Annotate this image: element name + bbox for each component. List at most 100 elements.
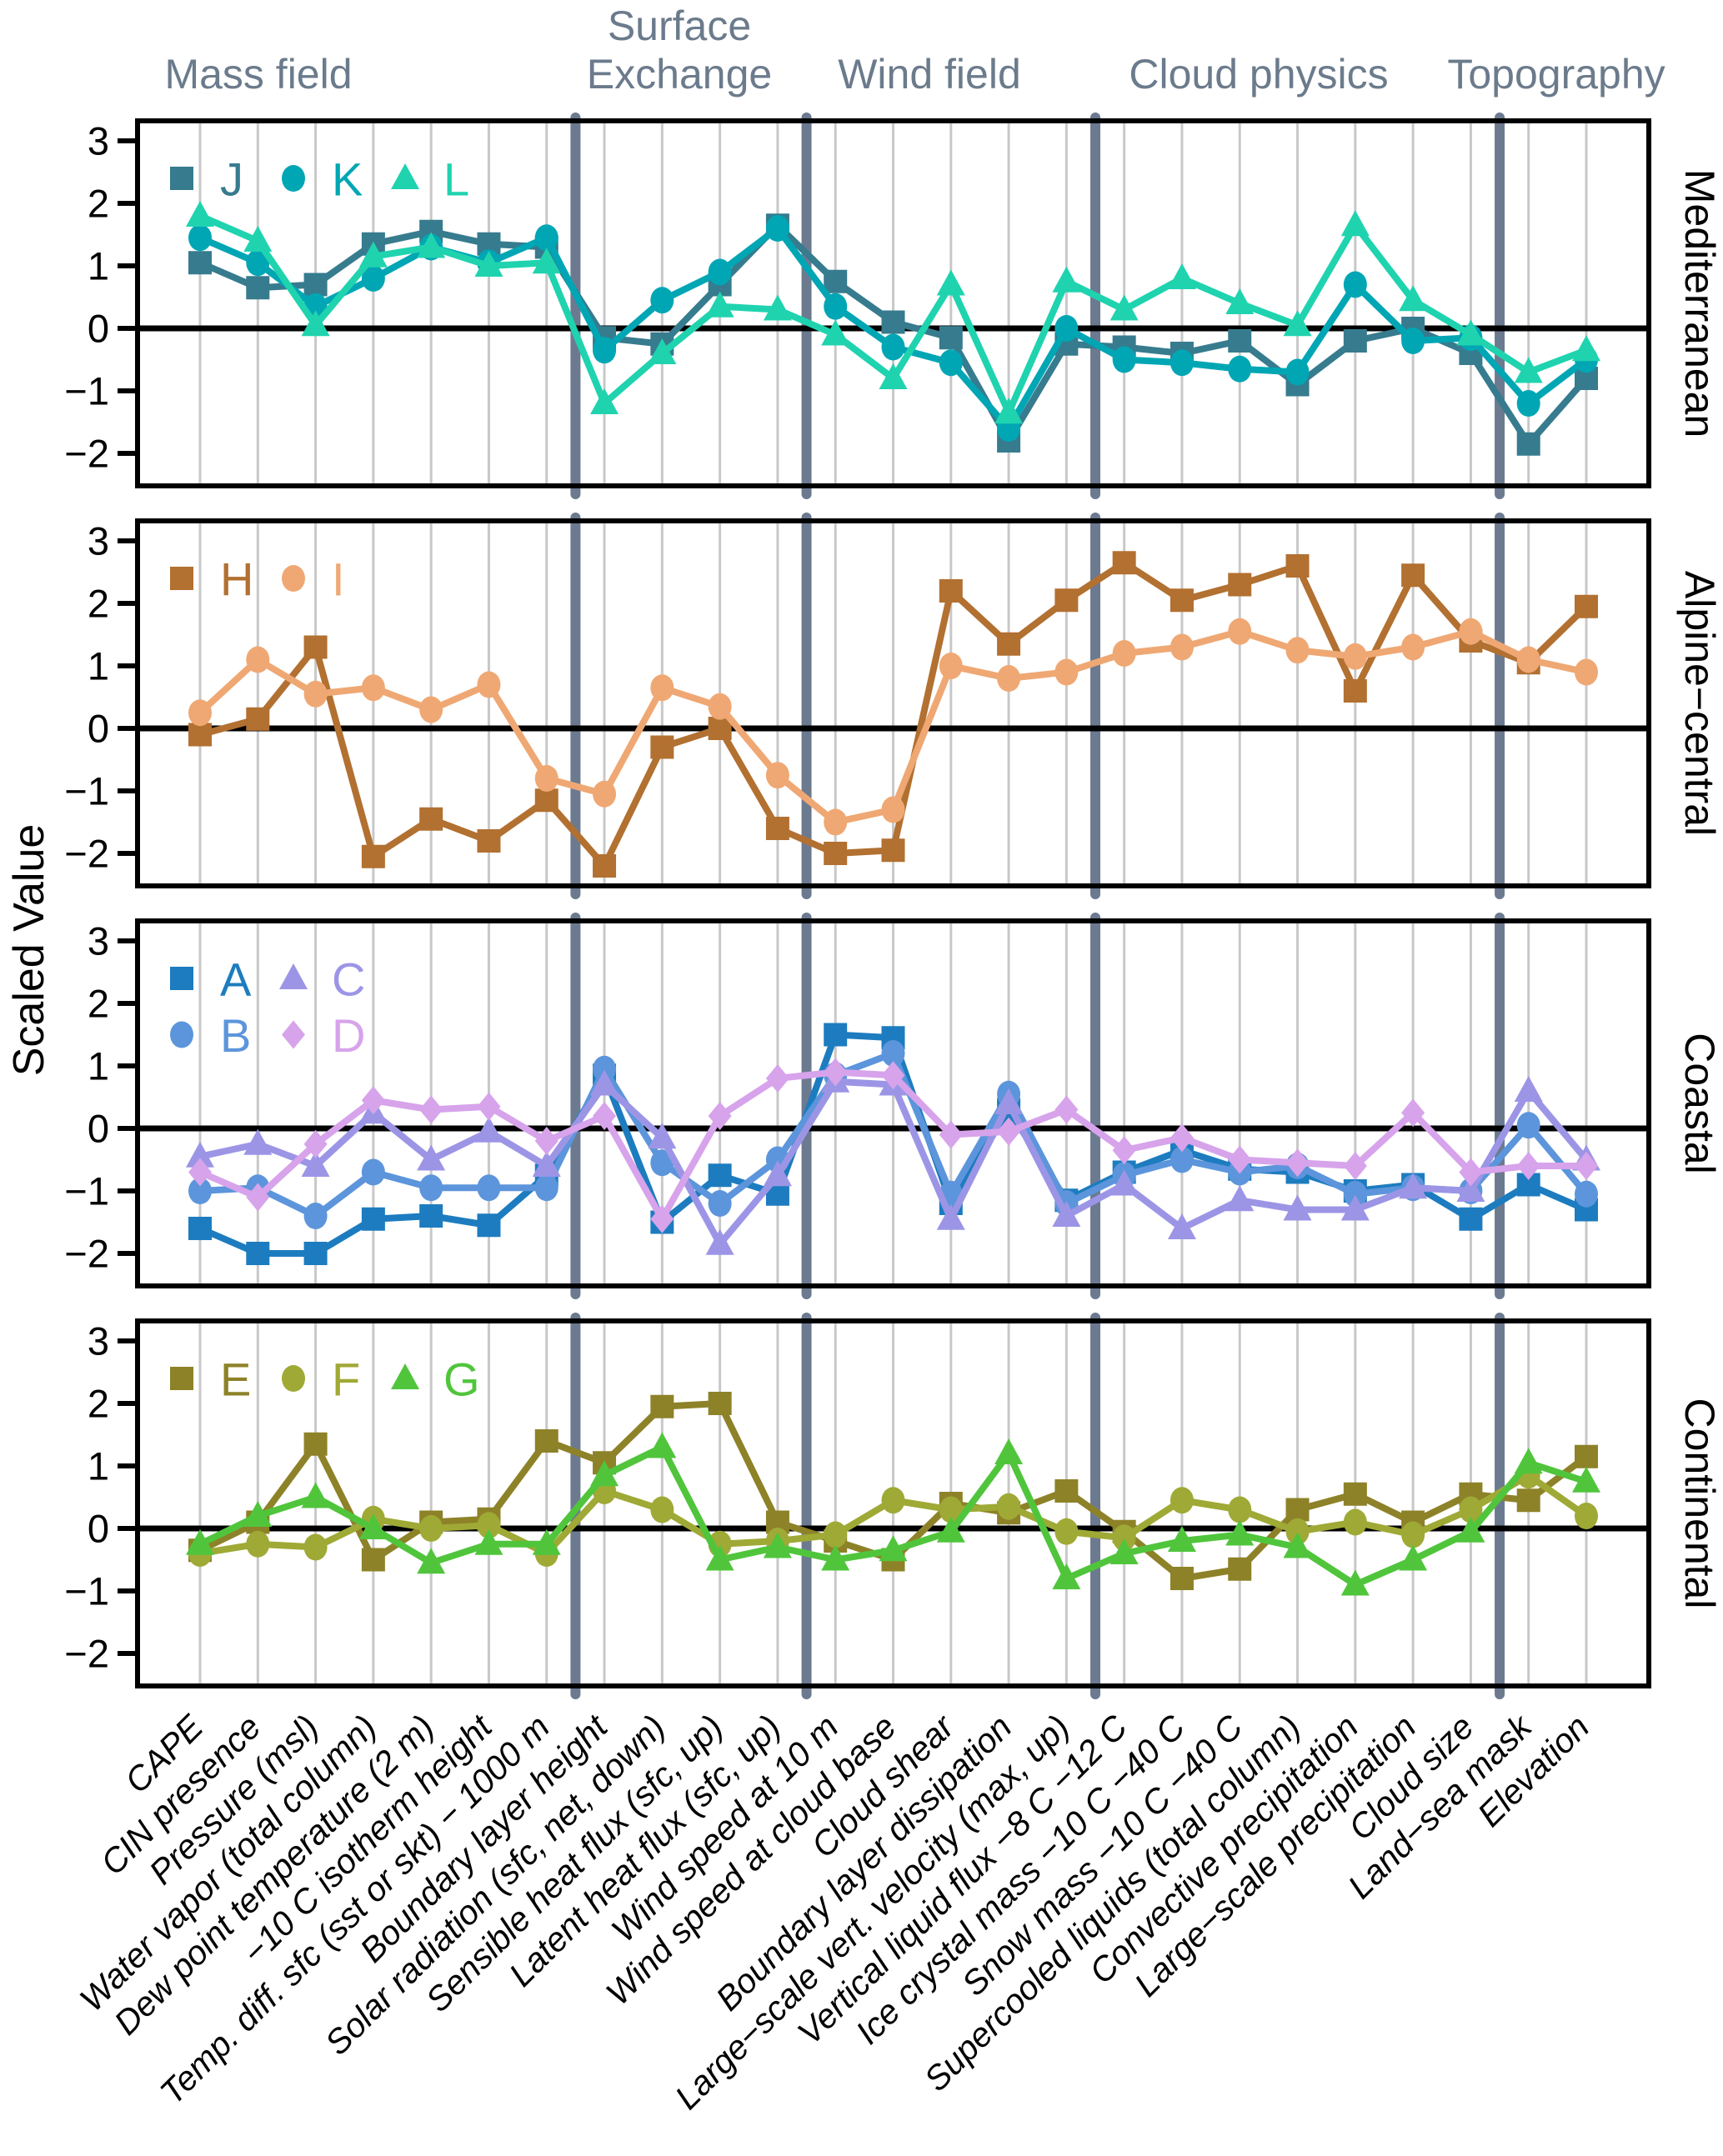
point-F-14: [997, 1493, 1021, 1520]
y-tick-label: −2: [64, 831, 109, 875]
point-H-1: [246, 707, 270, 731]
point-L-11: [821, 319, 850, 346]
point-E-24: [1575, 1444, 1598, 1468]
legend-marker-G: [391, 1363, 419, 1389]
point-K-20: [1343, 271, 1367, 298]
point-H-0: [188, 723, 212, 747]
point-H-13: [939, 579, 963, 603]
point-C-4: [417, 1144, 446, 1171]
panel-border: [135, 1318, 1651, 1688]
panel-Coastal: 3 2 1 0 −1 −2 A C B D Coastal: [64, 913, 1723, 1299]
y-tick-label: −1: [64, 1568, 109, 1613]
point-I-5: [477, 671, 501, 698]
point-F-4: [419, 1515, 443, 1542]
point-I-1: [246, 646, 270, 673]
point-C-5: [474, 1116, 503, 1143]
point-K-8: [650, 287, 674, 314]
y-tick-label: 0: [88, 706, 109, 750]
point-E-3: [361, 1548, 385, 1572]
point-J-13: [939, 326, 963, 350]
point-F-16: [1112, 1524, 1136, 1552]
point-G-0: [186, 1528, 214, 1555]
point-H-16: [1112, 551, 1136, 575]
point-C-21: [1399, 1173, 1428, 1199]
legend-label-H: H: [220, 553, 253, 606]
point-E-15: [1054, 1479, 1079, 1503]
point-G-7: [590, 1460, 619, 1487]
point-L-15: [1052, 266, 1081, 293]
point-I-20: [1343, 643, 1367, 670]
point-H-18: [1228, 573, 1252, 597]
point-G-17: [1167, 1526, 1196, 1552]
point-A-11: [824, 1023, 848, 1047]
point-B-7: [593, 1055, 617, 1083]
point-L-13: [936, 269, 965, 296]
point-H-14: [997, 632, 1021, 656]
point-K-9: [708, 258, 732, 286]
point-A-4: [419, 1204, 443, 1228]
point-A-2: [303, 1242, 328, 1265]
point-I-6: [534, 765, 558, 792]
point-C-10: [763, 1160, 792, 1187]
point-L-4: [417, 232, 446, 258]
point-G-2: [301, 1482, 330, 1508]
point-D-16: [1112, 1136, 1136, 1165]
point-C-9: [705, 1228, 734, 1255]
panel-border: [135, 118, 1651, 488]
point-G-14: [994, 1438, 1024, 1464]
legend-label-D: D: [332, 1009, 365, 1062]
point-L-24: [1572, 335, 1600, 362]
point-D-15: [1054, 1095, 1079, 1124]
y-tick-label: 2: [88, 981, 109, 1025]
point-B-9: [708, 1190, 732, 1217]
legend-label-L: L: [443, 153, 469, 206]
point-L-5: [474, 251, 503, 277]
point-H-4: [419, 807, 443, 831]
point-I-11: [824, 808, 848, 836]
point-C-8: [648, 1123, 677, 1149]
point-L-1: [243, 226, 273, 252]
legend-label-G: G: [443, 1353, 480, 1406]
point-G-19: [1283, 1532, 1312, 1558]
point-G-22: [1456, 1516, 1485, 1543]
point-L-7: [590, 388, 619, 414]
point-G-18: [1225, 1519, 1255, 1546]
point-J-1: [246, 276, 270, 300]
point-F-19: [1285, 1518, 1310, 1545]
legend-marker-I: [282, 565, 305, 592]
point-D-20: [1343, 1152, 1367, 1180]
point-C-7: [590, 1069, 619, 1096]
point-I-7: [593, 780, 617, 808]
point-E-19: [1285, 1498, 1310, 1522]
point-H-19: [1285, 554, 1310, 578]
point-H-20: [1343, 679, 1367, 703]
point-D-17: [1170, 1123, 1194, 1153]
point-G-5: [474, 1528, 503, 1555]
point-I-0: [188, 699, 212, 727]
point-G-3: [358, 1513, 388, 1539]
point-B-20: [1343, 1180, 1367, 1208]
point-H-10: [765, 817, 789, 840]
point-D-6: [534, 1127, 558, 1155]
point-I-24: [1575, 658, 1598, 686]
point-H-2: [303, 635, 328, 659]
legend-label-B: B: [220, 1009, 251, 1062]
y-tick-label: 3: [88, 118, 109, 163]
point-G-10: [763, 1532, 792, 1558]
legend-label-E: E: [220, 1353, 251, 1406]
point-I-13: [939, 653, 963, 679]
point-D-3: [361, 1086, 385, 1115]
point-F-24: [1575, 1503, 1598, 1529]
point-K-10: [765, 215, 789, 242]
y-tick-label: 0: [88, 1506, 109, 1550]
point-F-1: [246, 1530, 270, 1558]
point-D-12: [881, 1061, 905, 1090]
panel-strip-label: Alpine−central: [1676, 571, 1723, 836]
point-I-15: [1054, 658, 1079, 686]
legend-label-K: K: [332, 153, 363, 206]
point-C-14: [994, 1088, 1024, 1114]
point-L-10: [763, 294, 792, 321]
point-B-6: [534, 1174, 558, 1202]
point-L-17: [1167, 263, 1196, 289]
point-K-16: [1112, 346, 1136, 373]
